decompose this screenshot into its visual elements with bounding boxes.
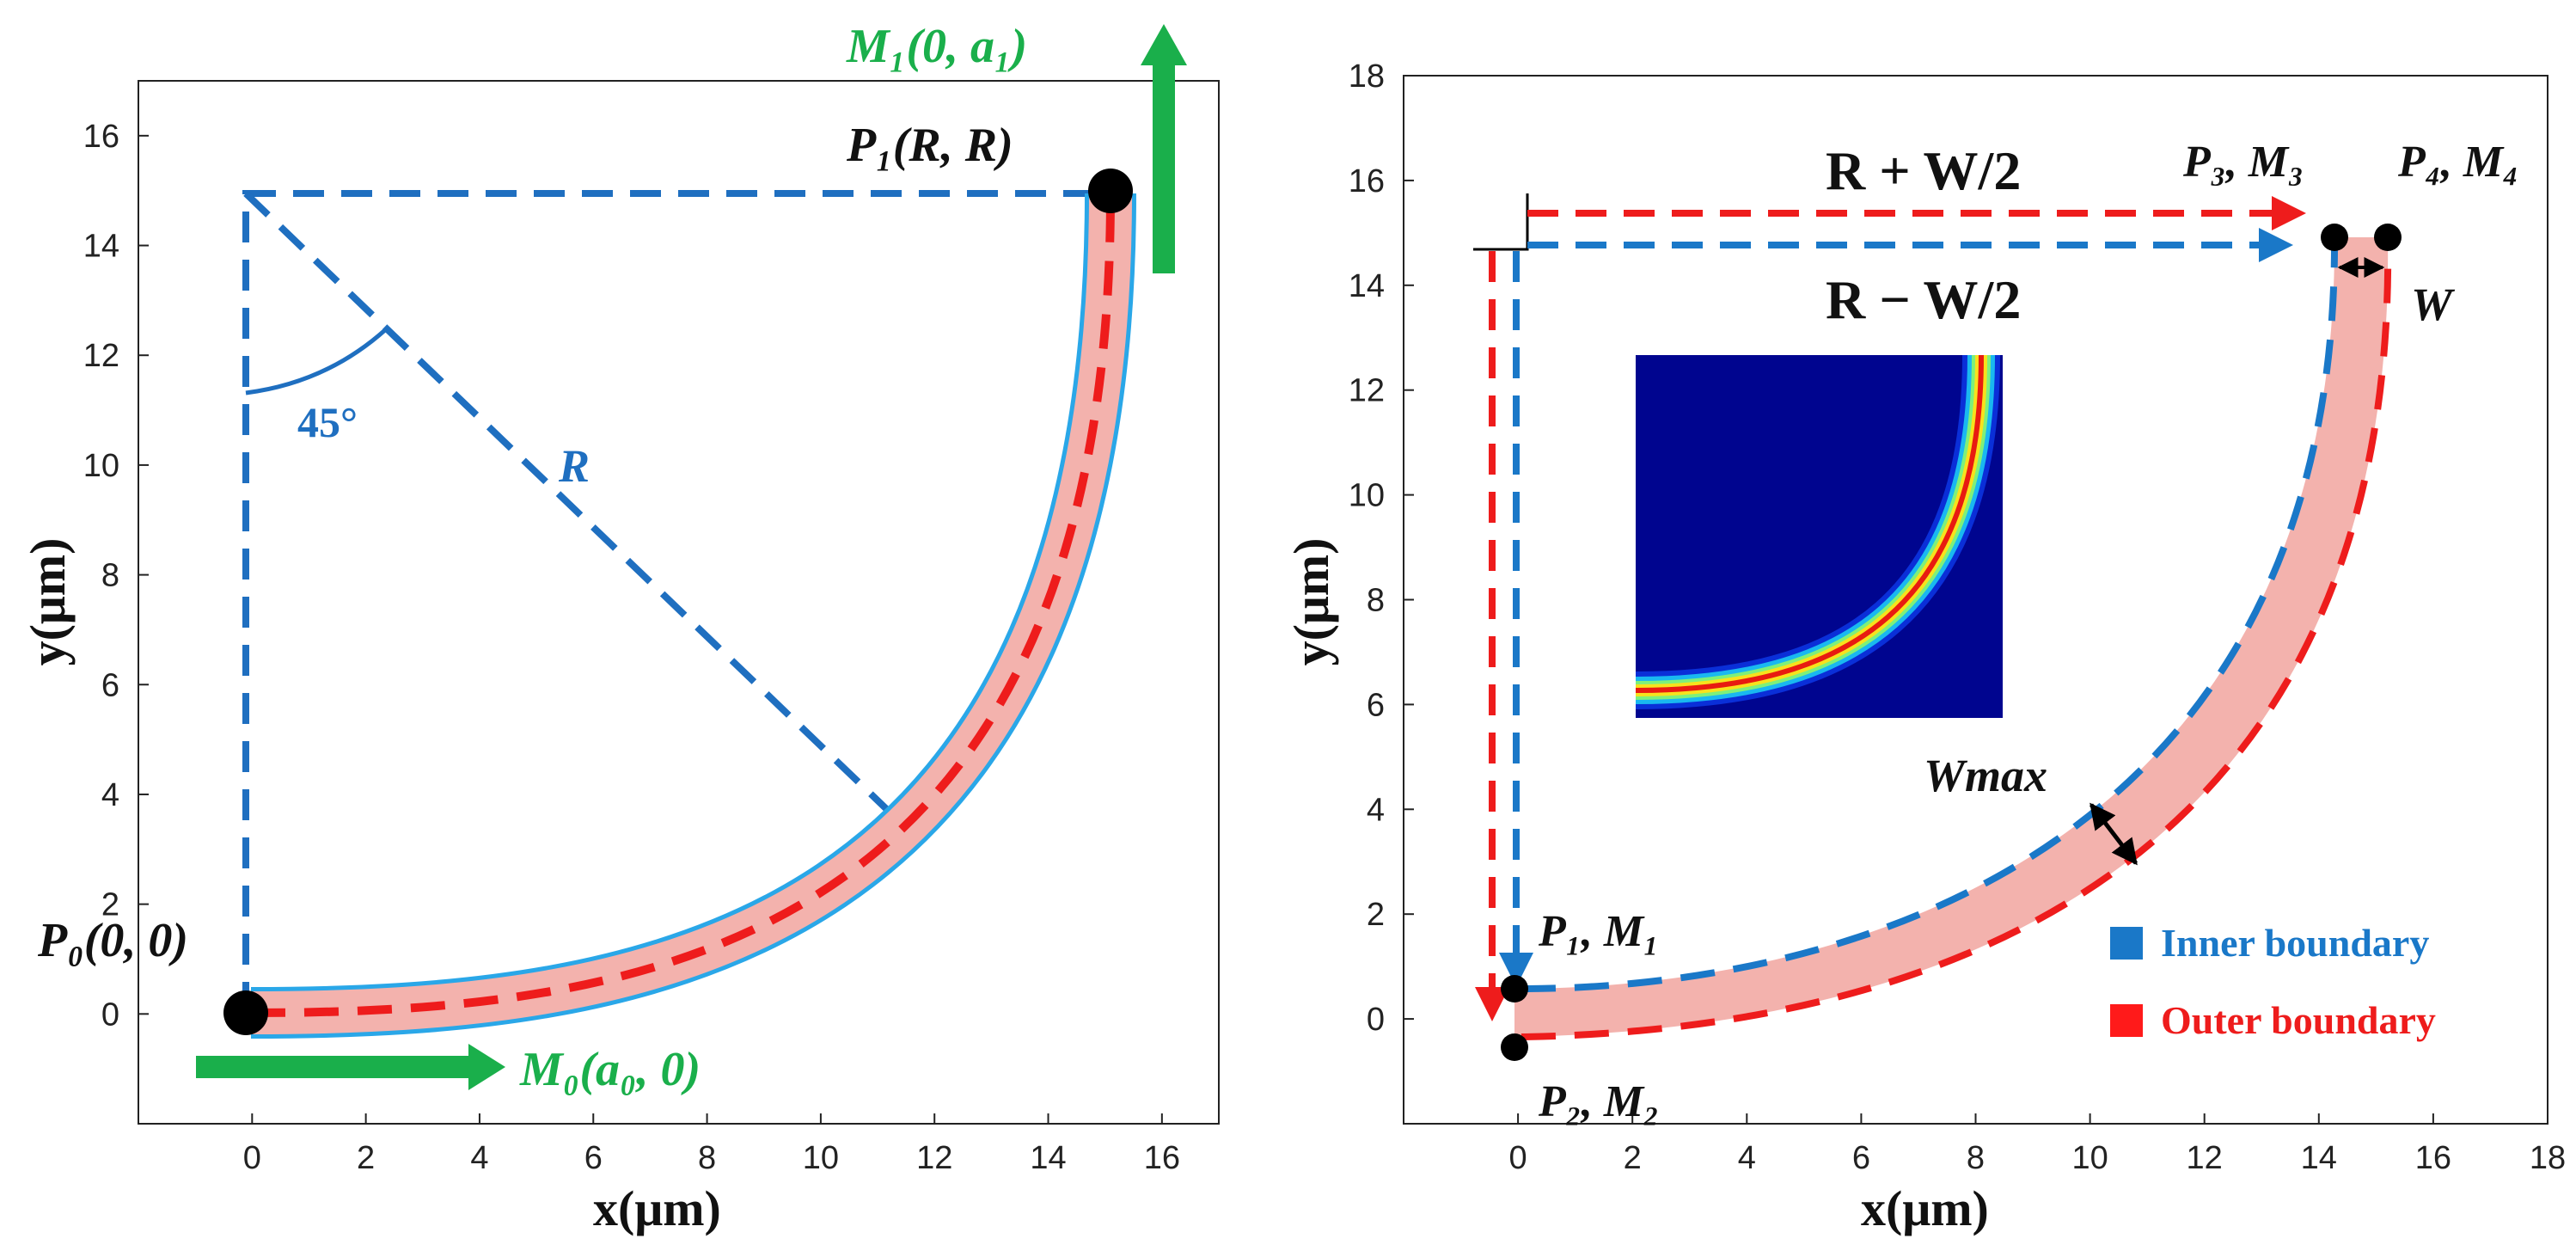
legend: Inner boundary Outer boundary — [2110, 921, 2436, 1042]
point-P1M1 — [1501, 975, 1528, 1003]
x-tick-label: 2 — [357, 1140, 375, 1176]
label-M1: M₁(0, a₁) — [846, 20, 1027, 73]
inner-boundary-curve — [1521, 236, 2339, 992]
label-R: R — [558, 440, 590, 492]
x-tick-label: 14 — [1030, 1140, 1066, 1176]
x-tick-label: 12 — [2187, 1140, 2223, 1176]
label-P2M2: P₂, M₂ — [1538, 1077, 1659, 1126]
right-ticks: 0 2 4 6 8 10 12 14 16 18 0 2 4 6 8 10 12 14 16 18 — [1349, 58, 2566, 1176]
y-tick-label: 4 — [101, 777, 119, 813]
point-P2M2 — [1501, 1033, 1528, 1061]
y-tick-label: 10 — [83, 448, 119, 484]
y-tick-label: 8 — [101, 558, 119, 594]
label-P4M4: P₄, M₄ — [2397, 138, 2518, 187]
Wmax-arrow — [2090, 802, 2138, 866]
y-tick-label: 6 — [101, 667, 119, 703]
legend-swatch-inner — [2110, 927, 2143, 960]
label-Wmax: Wmax — [1924, 750, 2047, 801]
x-tick-label: 10 — [803, 1140, 839, 1176]
x-tick-label: 6 — [1852, 1140, 1870, 1176]
left-ticks: 0 2 4 6 8 10 12 14 16 0 2 4 6 8 10 12 14 16 — [83, 119, 1180, 1176]
x-tick-label: 16 — [1144, 1140, 1180, 1176]
y-tick-label: 16 — [1349, 163, 1385, 199]
y-tick-label: 12 — [83, 338, 119, 374]
x-tick-label: 4 — [470, 1140, 488, 1176]
right-x-label: x(μm) — [1861, 1180, 1989, 1236]
point-P3M3 — [2321, 224, 2348, 251]
legend-swatch-outer — [2110, 1004, 2143, 1037]
point-P0 — [223, 990, 268, 1035]
left-y-label: y(μm) — [20, 538, 76, 666]
x-tick-label: 6 — [584, 1140, 603, 1176]
arrow-M1-head — [1141, 24, 1187, 65]
y-tick-label: 2 — [1367, 897, 1385, 933]
x-tick-label: 4 — [1738, 1140, 1756, 1176]
y-tick-label: 8 — [1367, 583, 1385, 619]
y-tick-label: 10 — [1349, 478, 1385, 514]
y-tick-label: 14 — [1349, 268, 1385, 304]
outer-boundary-curve — [1521, 236, 2392, 1040]
x-tick-label: 8 — [698, 1140, 716, 1176]
y-tick-label: 4 — [1367, 792, 1385, 828]
arrow-M0-head — [468, 1044, 505, 1090]
label-outer-length: R + W/2 — [1826, 140, 2021, 201]
label-inner-length: R − W/2 — [1826, 269, 2021, 330]
x-tick-label: 8 — [1967, 1140, 1985, 1176]
y-tick-label: 0 — [101, 996, 119, 1033]
label-W: W — [2411, 279, 2456, 330]
point-P1 — [1088, 169, 1133, 213]
label-P0: P₀(0, 0) — [37, 914, 188, 967]
label-P1: P₁(R, R) — [846, 119, 1013, 172]
x-tick-label: 0 — [243, 1140, 261, 1176]
x-tick-label: 12 — [916, 1140, 952, 1176]
left-radius-line — [243, 191, 902, 824]
left-center-path — [250, 193, 1115, 1017]
x-tick-label: 18 — [2530, 1140, 2566, 1176]
legend-label-inner: Inner boundary — [2161, 921, 2429, 965]
x-tick-label: 0 — [1509, 1140, 1527, 1176]
y-tick-label: 0 — [1367, 1002, 1385, 1038]
y-tick-label: 2 — [101, 887, 119, 923]
label-angle: 45° — [297, 398, 358, 446]
point-P4M4 — [2374, 224, 2402, 251]
inset-mode-profile — [1636, 355, 2003, 718]
left-plot: 0 2 4 6 8 10 12 14 16 0 2 4 6 8 10 12 14 16 P₀(0, 0) P₁(R… — [20, 20, 1220, 1236]
y-tick-label: 16 — [83, 119, 119, 155]
y-tick-label: 12 — [1349, 373, 1385, 409]
x-tick-label: 14 — [2301, 1140, 2337, 1176]
y-tick-label: 18 — [1349, 58, 1385, 95]
x-tick-label: 10 — [2071, 1140, 2108, 1176]
y-tick-label: 6 — [1367, 687, 1385, 723]
label-M0: M₀(a₀, 0) — [519, 1043, 701, 1096]
legend-label-outer: Outer boundary — [2161, 998, 2436, 1042]
angle-arc — [245, 328, 388, 395]
x-tick-label: 16 — [2415, 1140, 2451, 1176]
label-P1M1: P₁, M₁ — [1538, 907, 1659, 956]
label-P3M3: P₃, M₃ — [2182, 138, 2304, 187]
y-tick-label: 14 — [83, 229, 119, 265]
x-tick-label: 2 — [1624, 1140, 1642, 1176]
left-x-label: x(μm) — [593, 1180, 721, 1236]
right-y-label: y(μm) — [1283, 538, 1339, 666]
